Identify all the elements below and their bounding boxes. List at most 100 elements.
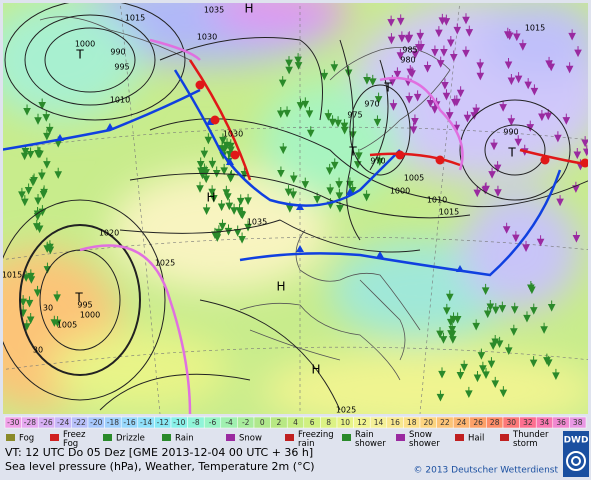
isobar-label: 1020 xyxy=(99,229,119,238)
cold-front-tooth xyxy=(226,158,234,165)
weather-symbol xyxy=(582,145,588,157)
weather-symbol xyxy=(498,301,507,313)
weather-symbol xyxy=(230,203,238,215)
weather-symbol xyxy=(540,322,548,334)
scale-label: 10 xyxy=(341,418,351,427)
scale-label: 38 xyxy=(573,418,583,427)
weather-symbol xyxy=(572,231,581,243)
weather-symbol xyxy=(326,183,334,195)
legend-symbol xyxy=(342,434,351,441)
weather-symbol xyxy=(200,147,209,159)
weather-symbol xyxy=(413,90,422,102)
weather-symbol xyxy=(301,97,310,109)
weather-symbol xyxy=(40,185,48,197)
weather-symbol xyxy=(482,182,490,194)
warm-front-bump xyxy=(580,158,588,168)
weather-symbol xyxy=(208,157,217,169)
weather-symbol xyxy=(522,240,530,253)
weather-symbol xyxy=(21,195,29,207)
weather-symbol xyxy=(34,194,42,206)
weather-symbol xyxy=(405,92,414,104)
cold-front-tooth xyxy=(376,251,384,258)
cold-front-tooth xyxy=(296,245,304,252)
weather-symbol xyxy=(495,336,504,349)
weather-symbol xyxy=(411,47,420,59)
scale-label: 8 xyxy=(326,418,331,427)
map-labels: 1015103510301000990995101010309759709809… xyxy=(3,3,545,415)
weather-symbol xyxy=(538,109,546,122)
weather-symbol xyxy=(220,163,228,176)
legend-symbol xyxy=(103,434,112,441)
scale-label: 16 xyxy=(390,418,400,427)
weather-symbol xyxy=(54,167,63,179)
weather-symbol xyxy=(476,69,485,81)
scale-label: -2 xyxy=(242,418,250,427)
legend-label: Snow shower xyxy=(409,430,440,449)
weather-symbol xyxy=(196,157,205,169)
scale-label: -8 xyxy=(192,418,200,427)
warm-front-bump xyxy=(435,155,445,165)
weather-symbol xyxy=(38,168,46,181)
isobar-label: 1025 xyxy=(336,406,356,415)
scale-label: -12 xyxy=(157,418,169,427)
isobars xyxy=(3,3,588,411)
logo-mark xyxy=(566,451,586,471)
pressure-system: H xyxy=(311,363,320,377)
legend-symbol xyxy=(6,434,15,441)
scale-label: -4 xyxy=(225,418,233,427)
weather-symbol xyxy=(409,122,418,134)
weather-symbol xyxy=(24,183,33,195)
weather-symbol xyxy=(278,76,287,88)
weather-symbol xyxy=(554,131,562,143)
weather-symbol xyxy=(330,60,339,72)
weather-symbol xyxy=(523,311,531,323)
isobar-label: 990 xyxy=(503,128,518,137)
pressure-system: T xyxy=(75,48,84,62)
scale-label: -20 xyxy=(90,418,102,427)
isobar-label: 1015 xyxy=(525,24,545,33)
scale-cell xyxy=(569,416,587,429)
warm-front-bump xyxy=(395,150,405,160)
cold-front-tooth xyxy=(456,265,464,272)
scale-label: -26 xyxy=(40,418,52,427)
weather-symbol xyxy=(320,69,329,81)
weather-symbol xyxy=(301,177,310,189)
weather-symbol xyxy=(442,14,451,26)
pressure-system: T xyxy=(348,145,357,159)
legend-symbol xyxy=(226,434,235,441)
isobar-label: 1015 xyxy=(125,14,145,23)
isobar-label: 30 xyxy=(43,304,53,313)
weather-symbol xyxy=(512,231,520,243)
weather-symbol xyxy=(431,45,439,57)
isobar-label: 1035 xyxy=(247,218,267,227)
legend-label: Snow xyxy=(239,434,262,444)
weather-symbol xyxy=(536,235,545,247)
weather-symbol xyxy=(423,61,432,73)
warm-front-bump xyxy=(230,150,240,160)
coastlines xyxy=(39,16,451,381)
weather-symbol xyxy=(38,98,46,110)
scale-label: -30 xyxy=(7,418,19,427)
weather-symbol xyxy=(491,303,500,315)
isobar-label: 1000 xyxy=(390,187,410,196)
scale-label: 32 xyxy=(523,418,533,427)
scale-label: 36 xyxy=(556,418,566,427)
weather-symbol xyxy=(453,312,462,324)
pressure-system: T xyxy=(383,81,392,95)
scale-label: 2 xyxy=(277,418,282,427)
weather-symbol xyxy=(23,319,31,331)
legend-label: Fog xyxy=(19,434,34,444)
scale-label: -28 xyxy=(24,418,36,427)
weather-symbols xyxy=(18,13,588,402)
weather-symbol xyxy=(45,123,54,135)
weather-symbol xyxy=(544,355,553,368)
isobar-label: 995 xyxy=(114,63,129,72)
weather-symbol xyxy=(396,48,405,60)
weather-symbol xyxy=(562,113,571,125)
warm-front-bump xyxy=(210,115,220,125)
pressure-system: T xyxy=(507,146,516,160)
weather-symbol xyxy=(244,193,252,206)
weather-symbol xyxy=(436,390,445,402)
isobar-label: 1035 xyxy=(204,6,224,15)
weather-symbol xyxy=(473,371,482,383)
